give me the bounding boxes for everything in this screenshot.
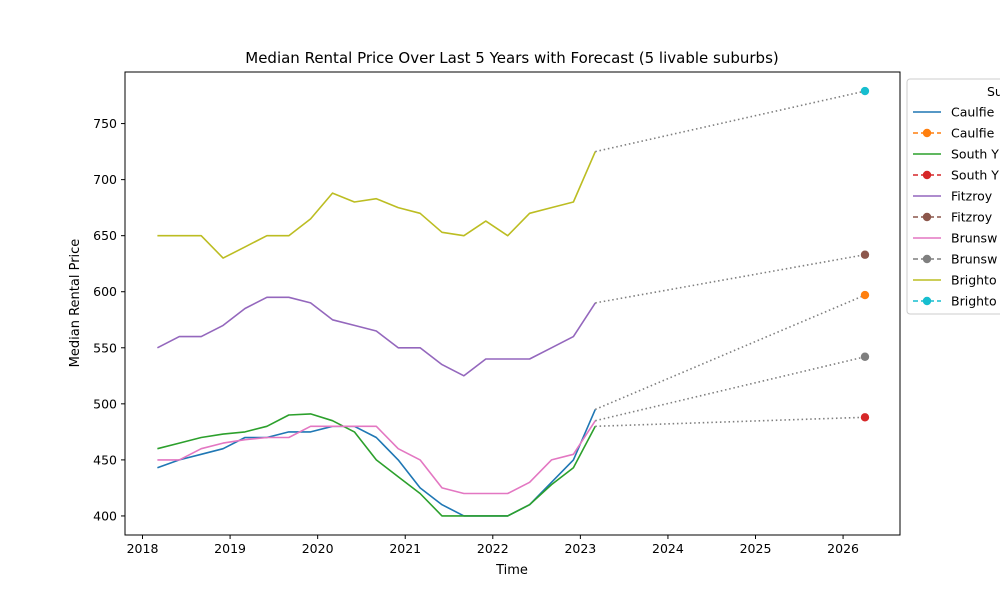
legend-label-8: Brighto <box>951 273 997 288</box>
legend-title: Su <box>987 84 1000 99</box>
legend-box <box>906 78 1000 315</box>
y-tick-label: 400 <box>93 508 117 523</box>
history-line-0 <box>157 409 597 517</box>
legend-label-1: Caulfie <box>951 126 995 141</box>
legend-label-4: Fitzroy <box>951 189 993 204</box>
legend-label-9: Brighto <box>951 294 997 309</box>
y-tick-label: 650 <box>93 228 117 243</box>
y-tick-label: 500 <box>93 396 117 411</box>
forecast-line-1 <box>595 416 866 428</box>
legend-items: Caulfie Caulfie South Y South Y Fitzroy Fitzr… <box>913 105 999 309</box>
legend-label-7: Brunsw <box>951 252 997 267</box>
y-tick-label: 700 <box>93 172 117 187</box>
legend-label-2: South Y <box>951 147 999 162</box>
forecast-line-4 <box>595 90 866 153</box>
chart-title: Median Rental Price Over Last 5 Years wi… <box>245 49 778 67</box>
x-axis-label: Time <box>495 563 528 578</box>
x-tick-label: 2023 <box>564 541 596 556</box>
forecast-point-1 <box>860 413 870 422</box>
legend-marker-3 <box>922 170 932 180</box>
y-tick-label: 450 <box>93 452 117 467</box>
x-tick-label: 2021 <box>389 541 421 556</box>
plot-frame <box>124 71 901 536</box>
history-line-4 <box>157 151 597 259</box>
y-tick-label: 750 <box>93 116 117 131</box>
x-tick-label: 2024 <box>652 541 684 556</box>
x-axis: 2018 2019 2020 2021 2022 2023 2024 2025 2026 <box>127 535 859 556</box>
x-tick-label: 2019 <box>214 541 246 556</box>
legend-label-0: Caulfie <box>951 105 995 120</box>
legend: Su Caulfie Caulfie South Y South Y Fitzroy Fi… <box>906 78 1000 315</box>
forecast-line-2 <box>595 253 866 304</box>
x-tick-label: 2018 <box>127 541 159 556</box>
plot-area <box>157 86 870 517</box>
history-line-2 <box>157 296 596 377</box>
forecast-line-3 <box>595 356 866 422</box>
y-axis-label: Median Rental Price <box>68 239 83 368</box>
history-line-3 <box>157 420 596 495</box>
x-tick-label: 2025 <box>740 541 772 556</box>
y-tick-label: 550 <box>93 340 117 355</box>
y-axis: 400 450 500 550 600 650 700 750 <box>93 116 125 523</box>
x-tick-label: 2022 <box>477 541 509 556</box>
forecast-point-0 <box>860 290 870 300</box>
forecast-point-3 <box>860 352 870 361</box>
y-tick-label: 600 <box>93 284 117 299</box>
forecast-point-2 <box>860 250 870 259</box>
legend-label-3: South Y <box>951 168 999 183</box>
legend-marker-5 <box>922 212 932 222</box>
forecast-point-4 <box>860 86 870 96</box>
x-tick-label: 2020 <box>302 541 334 556</box>
legend-label-5: Fitzroy <box>951 210 993 225</box>
forecast-line-0 <box>594 294 866 411</box>
legend-marker-9 <box>922 296 932 306</box>
legend-label-6: Brunsw <box>951 231 997 246</box>
legend-marker-7 <box>922 254 932 264</box>
history-line-1 <box>157 413 597 517</box>
x-tick-label: 2026 <box>827 541 859 556</box>
legend-marker-1 <box>922 128 932 138</box>
